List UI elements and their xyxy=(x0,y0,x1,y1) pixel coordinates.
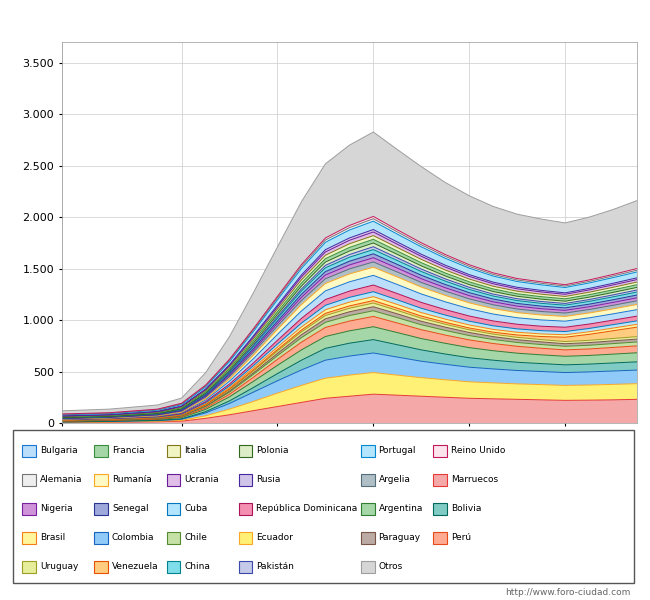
Bar xyxy=(361,445,375,457)
Text: Colombia: Colombia xyxy=(112,533,155,542)
Bar xyxy=(94,532,109,544)
Text: Polonia: Polonia xyxy=(256,446,289,455)
Text: Barberà del Vallès - Evolucion habitantes segun pais de nacimiento (principales): Barberà del Vallès - Evolucion habitante… xyxy=(101,14,549,25)
Bar xyxy=(166,503,180,515)
Text: Perú: Perú xyxy=(450,533,471,542)
Text: Senegal: Senegal xyxy=(112,504,149,513)
Bar xyxy=(22,532,36,544)
Text: Otros: Otros xyxy=(378,562,403,571)
Bar xyxy=(239,532,252,544)
Text: Portugal: Portugal xyxy=(378,446,416,455)
Text: Rusia: Rusia xyxy=(256,475,281,484)
Bar xyxy=(94,503,109,515)
Text: Paraguay: Paraguay xyxy=(378,533,421,542)
Bar xyxy=(166,445,180,457)
Text: Argelia: Argelia xyxy=(378,475,410,484)
Bar xyxy=(239,474,252,486)
Bar xyxy=(433,474,447,486)
Text: Brasil: Brasil xyxy=(40,533,65,542)
Text: Nigeria: Nigeria xyxy=(40,504,73,513)
Bar xyxy=(361,532,375,544)
Bar xyxy=(239,503,252,515)
Bar xyxy=(433,532,447,544)
Text: Uruguay: Uruguay xyxy=(40,562,78,571)
Bar xyxy=(94,445,109,457)
Bar xyxy=(22,474,36,486)
Bar xyxy=(166,532,180,544)
Bar xyxy=(22,503,36,515)
Text: Cuba: Cuba xyxy=(184,504,207,513)
Text: China: China xyxy=(184,562,210,571)
Bar xyxy=(94,562,109,573)
Text: Marruecos: Marruecos xyxy=(450,475,498,484)
Text: http://www.foro-ciudad.com: http://www.foro-ciudad.com xyxy=(505,588,630,597)
Bar xyxy=(22,562,36,573)
Bar xyxy=(361,474,375,486)
Text: Argentina: Argentina xyxy=(378,504,423,513)
Bar xyxy=(433,503,447,515)
Text: Francia: Francia xyxy=(112,446,144,455)
Text: Bulgaria: Bulgaria xyxy=(40,446,77,455)
Bar xyxy=(22,445,36,457)
Bar xyxy=(239,445,252,457)
Text: Italia: Italia xyxy=(184,446,207,455)
Text: Bolivia: Bolivia xyxy=(450,504,481,513)
Bar xyxy=(361,562,375,573)
Text: Pakistán: Pakistán xyxy=(256,562,294,571)
Text: Rumanía: Rumanía xyxy=(112,475,151,484)
Text: Reino Unido: Reino Unido xyxy=(450,446,505,455)
Bar xyxy=(166,562,180,573)
Bar xyxy=(94,474,109,486)
Bar xyxy=(239,562,252,573)
Text: Ecuador: Ecuador xyxy=(256,533,293,542)
Bar xyxy=(361,503,375,515)
Text: Ucrania: Ucrania xyxy=(184,475,219,484)
Text: Chile: Chile xyxy=(184,533,207,542)
Text: Venezuela: Venezuela xyxy=(112,562,159,571)
Text: Alemania: Alemania xyxy=(40,475,83,484)
Bar xyxy=(433,445,447,457)
Bar xyxy=(166,474,180,486)
Text: República Dominicana: República Dominicana xyxy=(256,504,358,513)
